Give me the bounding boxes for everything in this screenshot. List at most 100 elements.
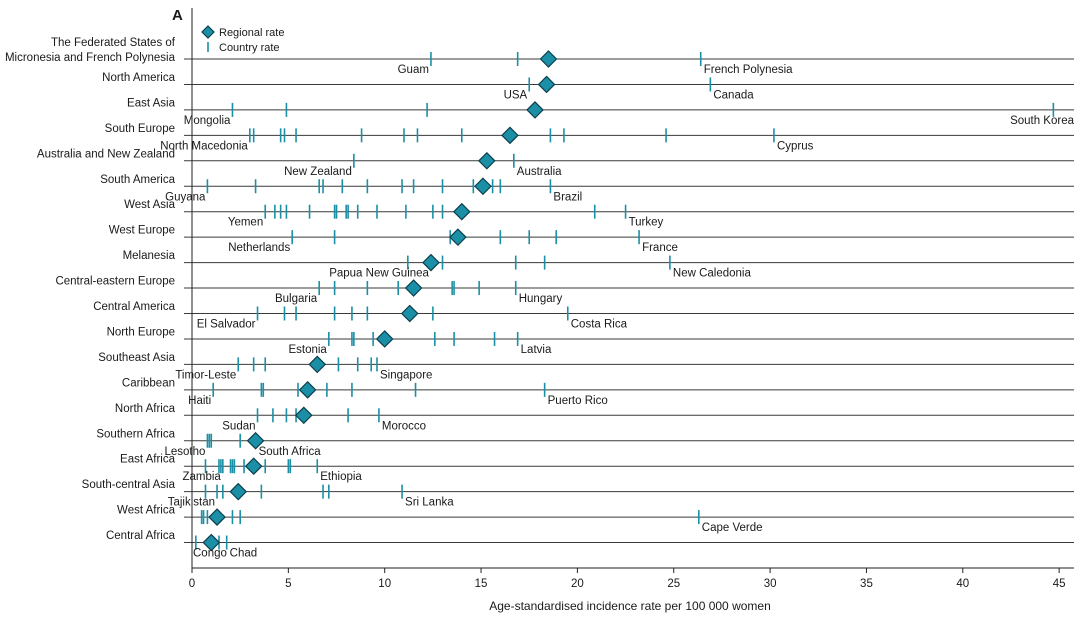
region-label: Caribbean: [122, 377, 175, 389]
country-annotation: Sri Lanka: [405, 497, 454, 509]
region-row: South America Guyana Brazil: [100, 174, 1074, 203]
country-annotation: Congo: [193, 548, 227, 560]
country-annotation: Turkey: [629, 217, 664, 229]
country-annotation: French Polynesia: [704, 64, 793, 76]
country-annotation: Papua New Guinea: [329, 268, 429, 280]
country-annotation: Zambia: [182, 471, 221, 483]
legend-diamond-marker: [201, 25, 215, 39]
regional-rate-diamond: [404, 279, 423, 297]
regional-rate-diamond: [244, 457, 263, 476]
country-annotation: Cape Verde: [702, 522, 763, 534]
regional-rate-diamond: [202, 533, 221, 552]
country-annotation: France: [642, 242, 678, 254]
x-tick-label: 20: [571, 578, 584, 590]
country-annotation: Bulgaria: [275, 293, 318, 305]
region-row: Melanesia Papua New Guinea New Caledonia: [123, 250, 1074, 280]
regional-rate-diamond: [375, 330, 394, 348]
region-label: North Europe: [107, 326, 175, 338]
country-annotation: Singapore: [380, 369, 432, 381]
legend-label-country-rate: Country rate: [219, 42, 280, 54]
region-label: West Europe: [109, 225, 175, 237]
region-row: North Europe Estonia Latvia: [107, 326, 1074, 356]
x-tick-label: 10: [378, 578, 391, 590]
region-row: Central America El Salvador Costa Rica: [93, 301, 1074, 331]
country-annotation: El Salvador: [197, 319, 256, 331]
country-annotation: Brazil: [553, 191, 582, 203]
country-annotation: Hungary: [519, 293, 563, 305]
region-label: West Africa: [117, 505, 176, 517]
x-tick-label: 45: [1053, 578, 1066, 590]
region-row: Central-eastern Europe Bulgaria Hungary: [55, 276, 1074, 305]
regional-rate-diamond: [452, 202, 471, 221]
region-row: Southern Africa Lesotho South Africa: [96, 428, 1074, 458]
country-annotation: Yemen: [228, 217, 263, 229]
country-annotation: Cyprus: [777, 140, 814, 152]
region-row: West Africa Cape Verde: [117, 505, 1074, 534]
x-axis: 0 5 10 15 20 25 30 35 40 45: [189, 8, 1074, 590]
region-row: The Federated States of Micronesia and Fr…: [5, 37, 1074, 76]
region-label: Central America: [93, 301, 175, 313]
country-annotation: South Korea: [1010, 115, 1075, 127]
region-row: North America USA Canada: [102, 72, 1074, 101]
country-annotation: Australia: [517, 166, 562, 178]
region-label: North America: [102, 72, 175, 84]
country-annotation: Morocco: [382, 420, 426, 432]
country-annotation: Guyana: [165, 191, 206, 203]
region-row: Australia and New Zealand New Zealand Aust…: [37, 148, 1074, 178]
country-annotation: Latvia: [521, 344, 552, 356]
regional-rate-diamond: [400, 304, 419, 323]
regional-rate-diamond: [229, 482, 248, 501]
region-label: South Europe: [105, 123, 175, 135]
x-tick-label: 15: [475, 578, 488, 590]
legend: Regional rate Country rate: [201, 25, 284, 54]
country-annotation: Chad: [230, 548, 258, 560]
region-rows: The Federated States of Micronesia and Fr…: [5, 37, 1075, 560]
regional-rate-diamond: [294, 406, 313, 425]
regional-rate-diamond: [526, 101, 544, 119]
country-annotation: Netherlands: [228, 242, 290, 254]
region-label: South America: [100, 174, 175, 186]
region-label: North Africa: [115, 403, 176, 415]
country-annotation: Puerto Rico: [548, 395, 608, 407]
region-label: Melanesia: [123, 250, 176, 262]
region-label: Micronesia and French Polynesia: [5, 52, 176, 64]
regional-rate-diamond: [477, 151, 496, 170]
country-annotation: Tajikistan: [168, 497, 215, 509]
regional-rate-diamond: [208, 508, 226, 526]
region-row: Central Africa Congo Chad: [106, 530, 1074, 560]
country-annotation: Lesotho: [164, 446, 205, 458]
country-annotation: Canada: [713, 89, 754, 101]
x-axis-label: Age-standardised incidence rate per 100 …: [489, 599, 771, 613]
country-annotation: Costa Rica: [571, 319, 628, 331]
regional-rate-diamond: [539, 50, 558, 68]
region-label: Australia and New Zealand: [37, 148, 175, 160]
region-row: North Africa Sudan Morocco: [115, 403, 1074, 432]
region-row: East Asia Mongolia South Korea: [127, 97, 1075, 127]
country-annotation: Sudan: [222, 420, 255, 432]
country-annotation: USA: [504, 89, 528, 101]
regional-rate-diamond: [246, 431, 265, 450]
x-tick-label: 25: [667, 578, 680, 590]
regional-rate-diamond: [474, 177, 492, 196]
regional-rate-diamond: [298, 381, 317, 399]
regional-rate-diamond: [449, 228, 467, 246]
region-label: Southeast Asia: [98, 352, 175, 364]
x-tick-label: 30: [764, 578, 777, 590]
country-annotation: Timor-Leste: [175, 369, 236, 381]
x-tick-label: 35: [860, 578, 873, 590]
region-row: West Europe Netherlands France: [109, 225, 1074, 254]
region-row: West Asia Yemen Turkey: [124, 199, 1074, 229]
region-label: East Asia: [127, 97, 176, 109]
region-label: Central Africa: [106, 530, 176, 542]
region-row: East Africa Zambia Ethiopia: [120, 454, 1074, 483]
x-tick-label: 0: [189, 578, 195, 590]
regional-rate-diamond: [422, 253, 440, 272]
regional-rate-diamond: [501, 126, 519, 145]
country-annotation: New Caledonia: [673, 268, 752, 280]
country-annotation: Mongolia: [184, 115, 231, 127]
panel-label: A: [172, 7, 183, 24]
x-tick-label: 40: [956, 578, 969, 590]
